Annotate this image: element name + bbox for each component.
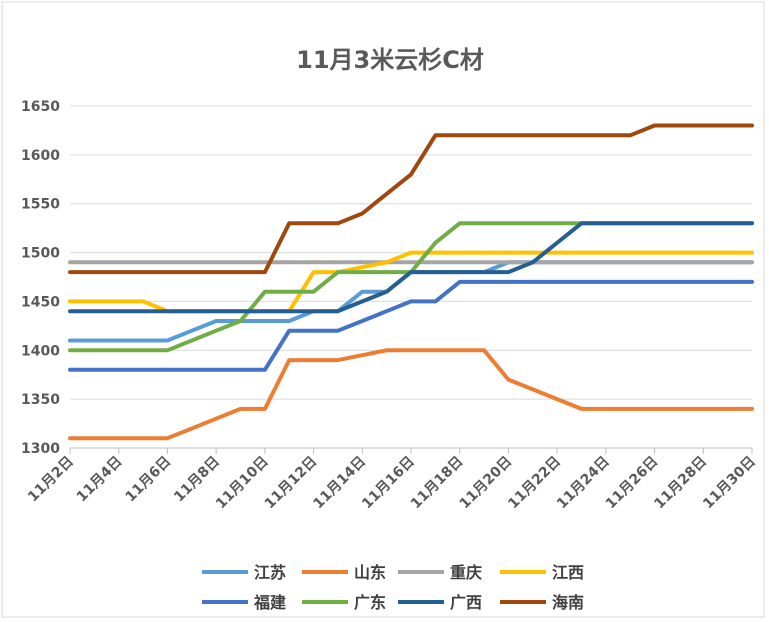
legend-label: 广西 — [450, 593, 482, 612]
y-axis: 1300 1350 1400 1450 1500 1550 1600 1650 — [21, 99, 60, 457]
legend-label: 福建 — [253, 593, 286, 612]
legend-label: 海南 — [552, 593, 584, 612]
y-tick-label: 1650 — [21, 99, 60, 115]
legend-label: 重庆 — [450, 563, 482, 582]
y-tick-label: 1450 — [21, 294, 60, 310]
series-line-福建 — [68, 279, 754, 372]
y-tick-label: 1400 — [21, 343, 60, 359]
series-line-山东 — [68, 348, 754, 441]
y-tick-label: 1500 — [21, 246, 60, 262]
series-line-广西 — [68, 221, 754, 314]
legend-label: 江西 — [552, 563, 584, 582]
y-tick-label: 1600 — [21, 148, 60, 164]
chart-title: 11月3米云杉C材 — [296, 46, 484, 74]
y-tick-label: 1550 — [21, 197, 60, 213]
y-tick-label: 1300 — [21, 441, 60, 457]
series-lines — [68, 123, 754, 441]
legend-label: 广东 — [354, 593, 386, 612]
y-tick-label: 1350 — [21, 392, 60, 408]
series-line-海南 — [68, 123, 754, 275]
legend-label: 山东 — [354, 563, 386, 582]
legend-label: 江苏 — [254, 563, 286, 582]
